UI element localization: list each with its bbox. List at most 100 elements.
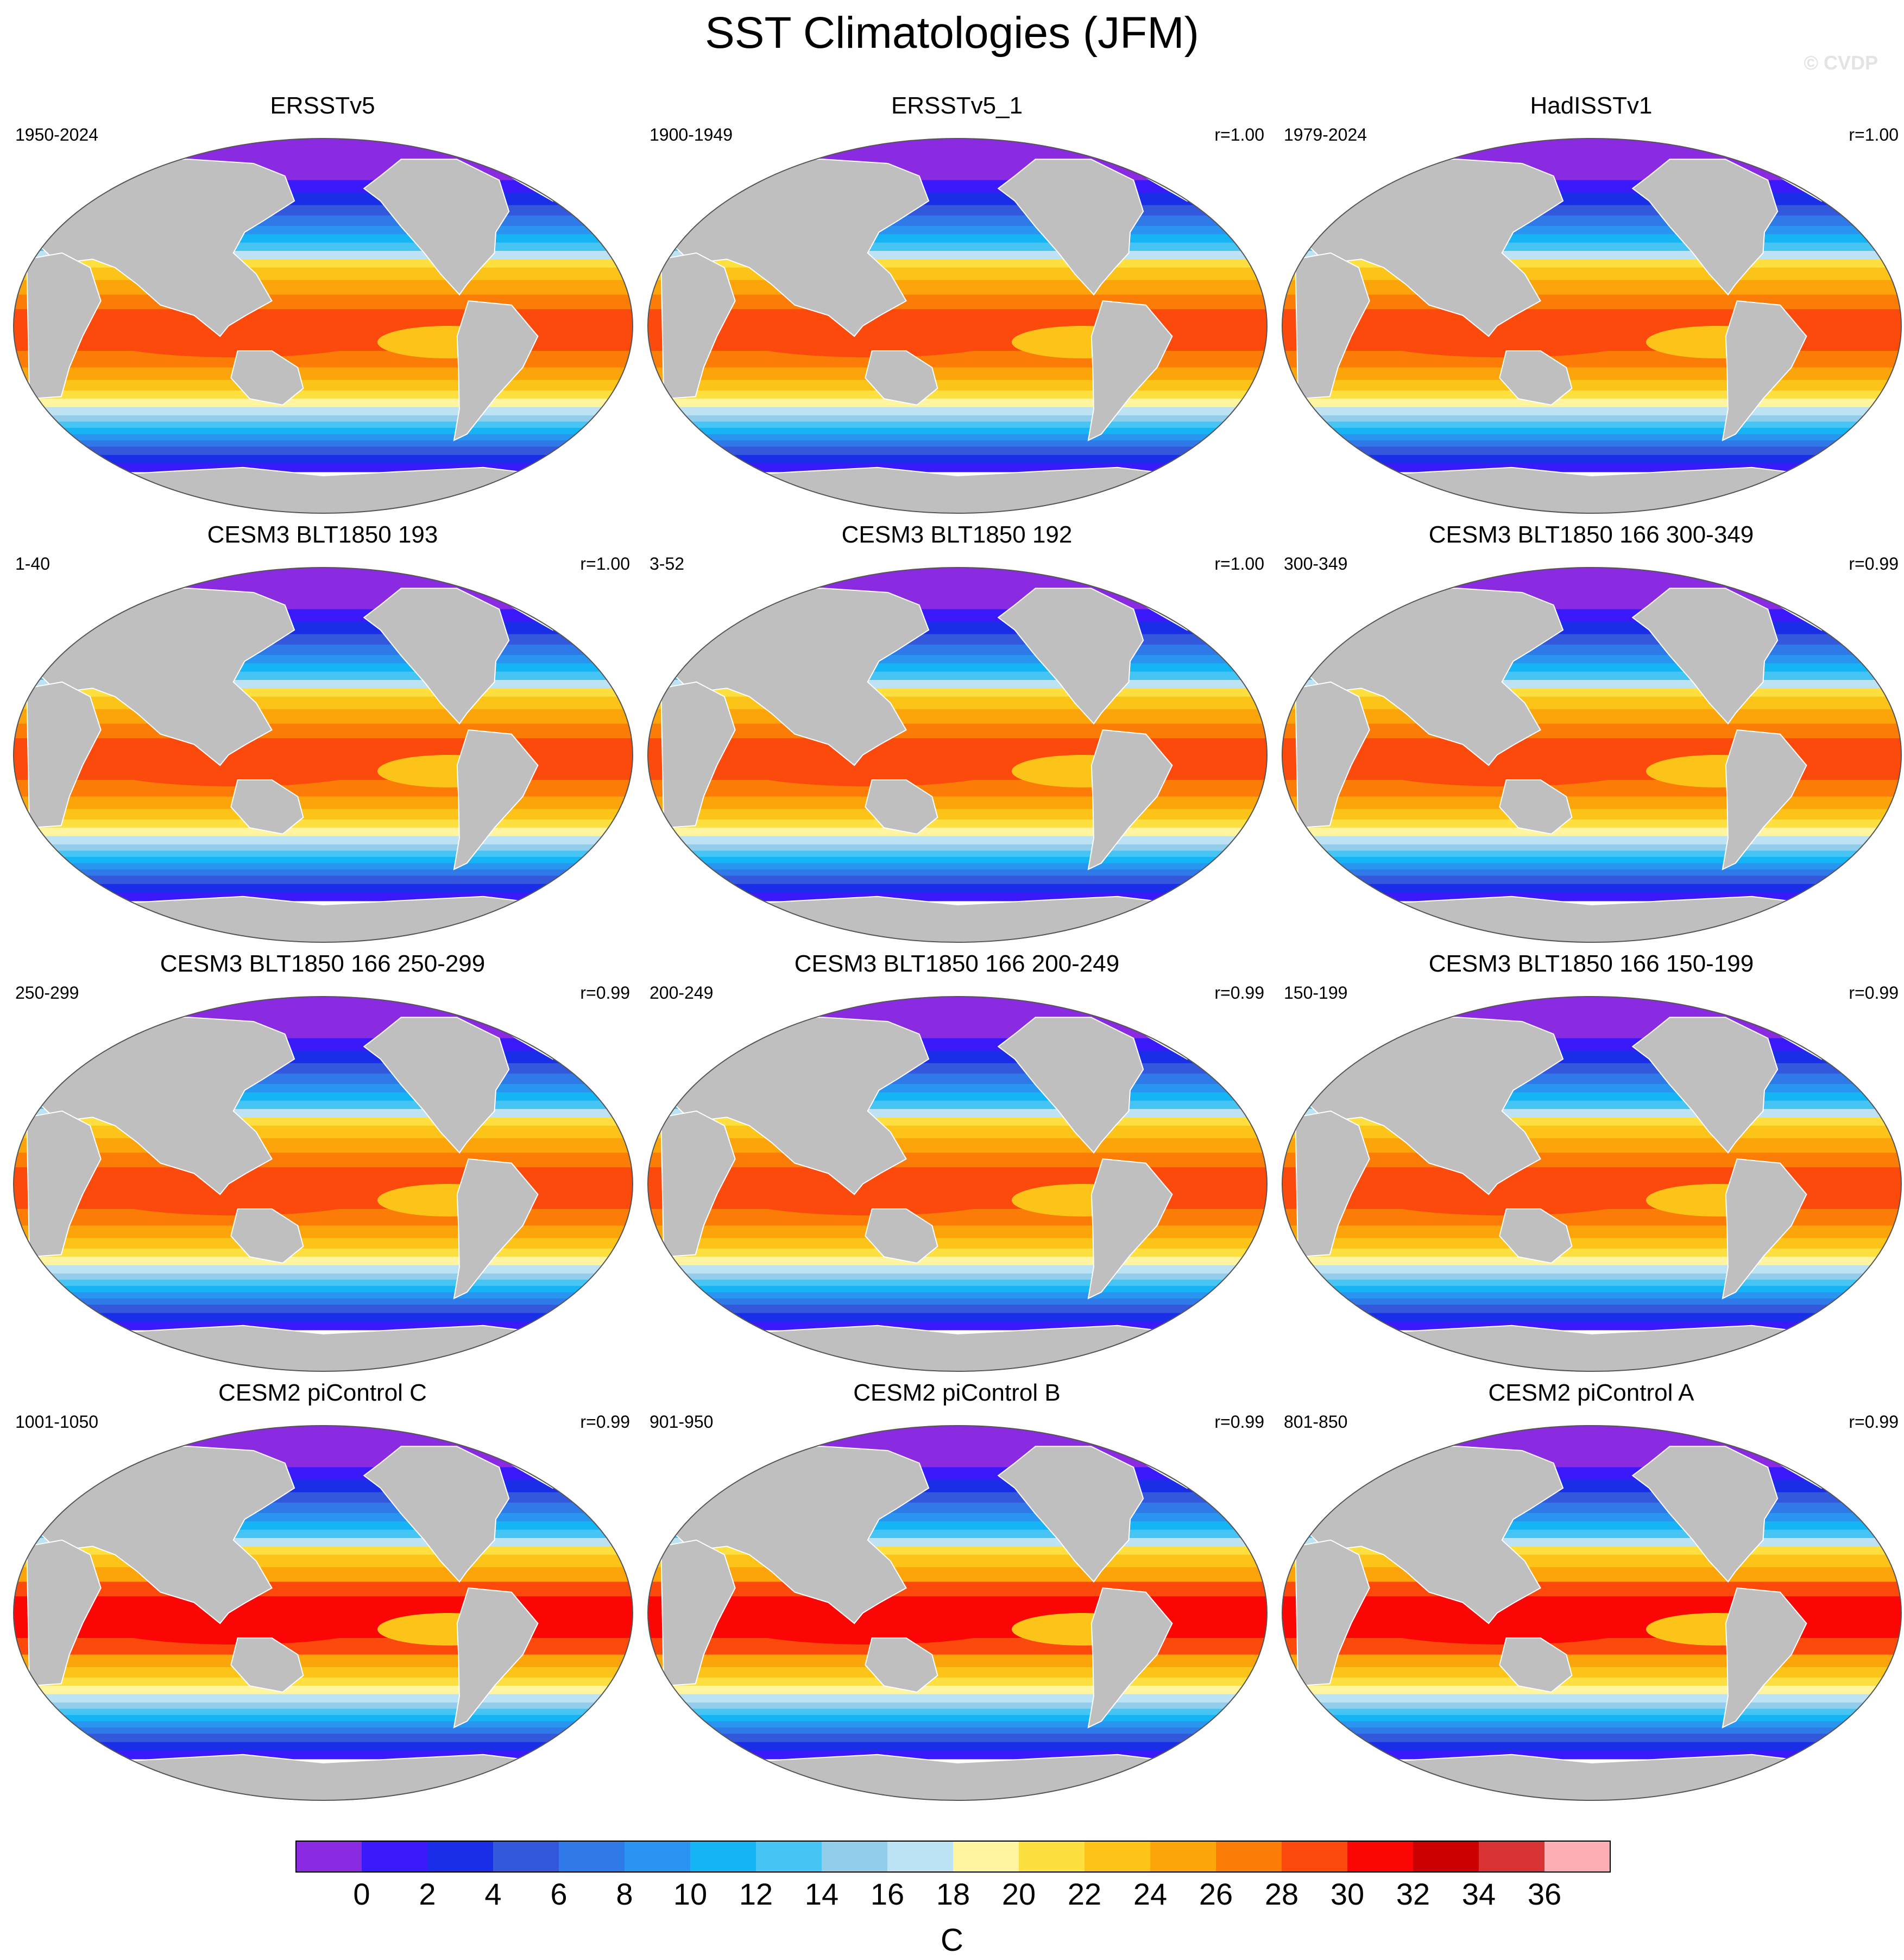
- sst-band: [14, 809, 633, 820]
- sst-band: [648, 850, 1267, 858]
- sst-band: [14, 1209, 633, 1226]
- colorbar-tick-label: 0: [353, 1877, 370, 1911]
- sst-band: [1282, 1694, 1901, 1703]
- land-namerica: [1631, 159, 1779, 296]
- panel-period-label: 801-850: [1284, 1412, 1348, 1432]
- panel-title: ERSSTv5_1: [891, 92, 1023, 119]
- sst-band: [14, 892, 633, 902]
- land-samerica: [453, 1158, 539, 1300]
- panel-period-label: 1-40: [15, 554, 51, 573]
- land-antarctica: [93, 1754, 553, 1800]
- panel-title: CESM3 BLT1850 192: [841, 521, 1073, 548]
- sst-band: [1282, 1451, 1901, 1468]
- sst-map: [13, 138, 633, 514]
- panel-correlation-label: r=1.00: [580, 554, 630, 573]
- sst-map: [13, 996, 633, 1372]
- map-outline: [13, 996, 633, 1372]
- land-namerica: [997, 588, 1144, 725]
- sst-band: [1282, 1715, 1901, 1722]
- land-africa: [1295, 252, 1370, 400]
- panel-period-label: 150-199: [1284, 983, 1348, 1003]
- sst-band: [648, 1285, 1267, 1293]
- panel-title: CESM2 piControl A: [1488, 1379, 1694, 1406]
- sst-band: [648, 828, 1267, 837]
- sst-band: [648, 351, 1267, 368]
- colorbar-tick-label: 14: [805, 1877, 838, 1911]
- land-australia: [1499, 1208, 1573, 1264]
- panel-correlation-label: r=1.00: [1849, 125, 1899, 144]
- sst-band: [1282, 856, 1901, 864]
- land-africa: [26, 1110, 102, 1258]
- sst-band: [648, 455, 1267, 464]
- map-panel: HadISSTv1 1979-2024 r=1.00: [1274, 92, 1904, 521]
- sst-band: [648, 1265, 1267, 1274]
- sst-band: [648, 163, 1267, 181]
- sst-band: [14, 1750, 633, 1760]
- warm-pool: [1364, 1174, 1646, 1215]
- sst-band: [648, 1321, 1267, 1331]
- sst-band: [648, 1273, 1267, 1281]
- sst-band: [14, 446, 633, 456]
- colorbar-swatch: [756, 1841, 822, 1872]
- map-panel: CESM3 BLT1850 166 150-199 150-199 r=0.99: [1274, 950, 1904, 1379]
- sst-band: [14, 709, 633, 724]
- sst-band: [648, 593, 1267, 610]
- sst-band: [648, 1451, 1267, 1468]
- colorbar-swatch: [625, 1841, 690, 1872]
- land-australia: [865, 350, 938, 406]
- sst-band: [1282, 1709, 1901, 1716]
- panel-period-label: 300-349: [1284, 554, 1348, 573]
- sst-band: [14, 294, 633, 310]
- sst-band: [648, 809, 1267, 820]
- sst-band: [1282, 828, 1901, 837]
- land-australia: [1499, 1637, 1573, 1693]
- sst-band: [14, 1138, 633, 1154]
- sst-band: [648, 1721, 1267, 1728]
- map-outline: [647, 1425, 1268, 1801]
- colorbar-tick-label: 30: [1331, 1877, 1364, 1911]
- panel-correlation-label: r=1.00: [1214, 554, 1264, 573]
- land-australia: [230, 1637, 304, 1693]
- sst-band: [1282, 863, 1901, 870]
- sst-band: [648, 399, 1267, 408]
- sst-band: [14, 367, 633, 381]
- sst-band: [648, 1467, 1267, 1480]
- sst-band: [14, 844, 633, 852]
- colorbar-tick-label: 2: [419, 1877, 436, 1911]
- sst-band: [648, 1038, 1267, 1051]
- warm-pool: [729, 1603, 1012, 1644]
- sst-band: [1282, 1467, 1901, 1480]
- land-samerica: [1087, 729, 1173, 871]
- land-samerica: [1087, 300, 1173, 442]
- sst-band: [14, 1265, 633, 1274]
- map-panel: CESM3 BLT1850 166 300-349 300-349 r=0.99: [1274, 521, 1904, 950]
- sst-band: [648, 875, 1267, 885]
- colorbar-swatch: [1347, 1841, 1413, 1872]
- sst-band: [14, 1554, 633, 1568]
- sst-band: [648, 1209, 1267, 1226]
- land-namerica: [363, 1017, 510, 1154]
- panel-period-label: 1001-1050: [15, 1412, 99, 1432]
- warm-pool: [95, 1174, 377, 1215]
- sst-band: [14, 1298, 633, 1306]
- sst-band: [14, 1321, 633, 1331]
- map-outline: [647, 138, 1268, 514]
- sst-map: [1282, 138, 1902, 514]
- sst-band: [14, 1709, 633, 1716]
- sst-band: [1282, 407, 1901, 416]
- land-samerica: [1722, 1587, 1807, 1729]
- land-antarctica: [728, 1754, 1187, 1800]
- sst-band: [1282, 869, 1901, 877]
- map-outline: [1282, 1425, 1902, 1801]
- sst-map: [1282, 996, 1902, 1372]
- colorbar-swatch: [1479, 1841, 1544, 1872]
- sst-band: [648, 1313, 1267, 1322]
- land-africa: [660, 681, 736, 829]
- sst-band: [648, 1554, 1267, 1568]
- colorbar-swatch: [953, 1841, 1019, 1872]
- colorbar-tick-label: 20: [1002, 1877, 1036, 1911]
- sst-band: [14, 1451, 633, 1468]
- sst-band: [648, 407, 1267, 416]
- land-antarctica: [93, 896, 553, 942]
- warm-pool: [729, 745, 1012, 786]
